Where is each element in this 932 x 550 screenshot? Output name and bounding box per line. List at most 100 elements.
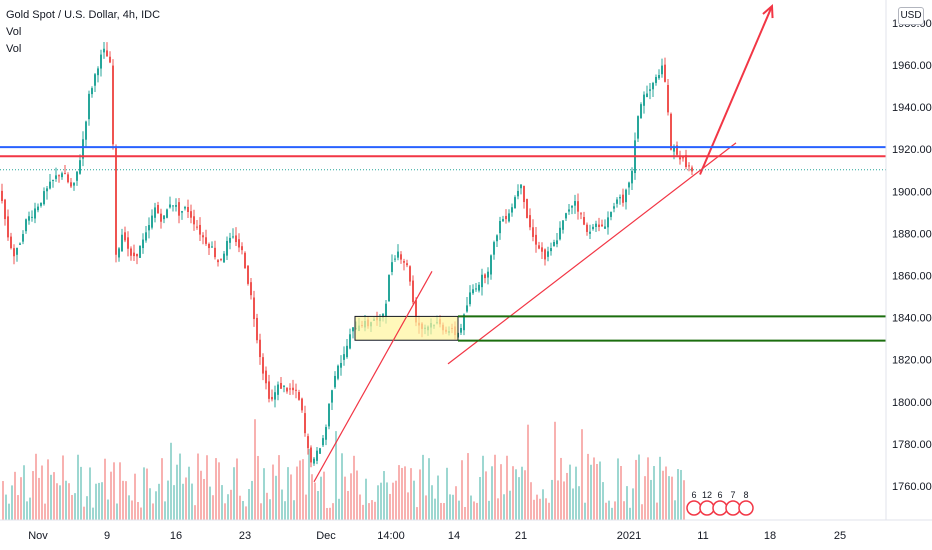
candle-body bbox=[619, 197, 621, 199]
economic-event-icon[interactable] bbox=[686, 500, 702, 516]
x-tick-label: 18 bbox=[764, 530, 776, 542]
volume-bar bbox=[557, 480, 559, 520]
economic-event-icon[interactable] bbox=[712, 500, 728, 516]
candle-body bbox=[13, 248, 15, 257]
volume-bar bbox=[524, 470, 526, 520]
indicator-vol-2[interactable]: Vol bbox=[6, 43, 22, 55]
volume-bar bbox=[143, 467, 145, 520]
candle-body bbox=[247, 265, 249, 284]
candle-body bbox=[688, 165, 690, 167]
volume-bar bbox=[683, 480, 685, 520]
volume-bar bbox=[539, 498, 541, 520]
x-tick-label: 11 bbox=[697, 530, 708, 542]
volume-bar bbox=[413, 480, 415, 520]
candle-body bbox=[610, 211, 612, 217]
volume-bar bbox=[56, 483, 58, 520]
candle-body bbox=[262, 357, 264, 374]
x-tick-label: 16 bbox=[170, 530, 182, 542]
volume-bar bbox=[113, 462, 115, 520]
candle-body bbox=[595, 223, 597, 227]
candle-body bbox=[124, 232, 126, 241]
trendline[interactable] bbox=[447, 142, 737, 365]
candle-body bbox=[70, 182, 72, 187]
volume-bar bbox=[134, 473, 136, 520]
candle-body bbox=[532, 227, 534, 237]
price-axis[interactable] bbox=[886, 0, 932, 550]
x-tick-label: 14:00 bbox=[377, 530, 405, 542]
volume-bar bbox=[236, 458, 238, 520]
volume-bar bbox=[227, 494, 229, 520]
economic-event-icon[interactable] bbox=[725, 500, 741, 516]
candle-body bbox=[235, 235, 237, 243]
event-count-label: 8 bbox=[743, 490, 748, 500]
candle-body bbox=[328, 403, 330, 427]
volume-bar bbox=[389, 493, 391, 520]
candle-body bbox=[616, 199, 618, 204]
volume-bar bbox=[287, 467, 289, 520]
volume-bar bbox=[8, 503, 10, 520]
candle-body bbox=[682, 157, 684, 159]
y-tick-label: 1820.00 bbox=[892, 355, 932, 367]
volume-bar bbox=[98, 482, 100, 520]
candle-body bbox=[118, 248, 120, 258]
economic-event-icon[interactable] bbox=[699, 500, 715, 516]
candle-body bbox=[316, 450, 318, 461]
candle-body bbox=[163, 215, 165, 220]
projection-arrow[interactable] bbox=[699, 5, 773, 175]
volume-bar bbox=[158, 483, 160, 520]
candle-body bbox=[676, 145, 678, 155]
candle-body bbox=[193, 216, 195, 225]
volume-bar bbox=[461, 460, 463, 520]
candle-body bbox=[223, 253, 225, 263]
candle-body bbox=[589, 231, 591, 234]
volume-bar bbox=[65, 480, 67, 520]
indicator-vol-1[interactable]: Vol bbox=[6, 26, 22, 38]
candle-body bbox=[310, 447, 312, 463]
volume-bar bbox=[596, 464, 598, 520]
volume-bar bbox=[356, 470, 358, 520]
volume-bar bbox=[119, 462, 121, 520]
candle-body bbox=[4, 199, 6, 220]
highlight-zone-rectangle[interactable] bbox=[354, 315, 459, 341]
volume-bar bbox=[11, 485, 13, 520]
candle-body bbox=[103, 48, 105, 53]
candle-body bbox=[157, 204, 159, 214]
volume-bar bbox=[95, 483, 97, 520]
candle-body bbox=[256, 317, 258, 341]
candle-body bbox=[199, 224, 201, 235]
y-tick-label: 1880.00 bbox=[892, 228, 932, 240]
candle-body bbox=[67, 174, 69, 183]
trendline[interactable] bbox=[313, 270, 433, 483]
candle-body bbox=[661, 65, 663, 75]
economic-event-icon[interactable] bbox=[738, 500, 754, 516]
volume-bar bbox=[416, 507, 418, 520]
candle-body bbox=[277, 384, 279, 395]
candle-body bbox=[472, 289, 474, 294]
volume-bar bbox=[668, 476, 670, 520]
candle-body bbox=[91, 88, 93, 95]
candle-body bbox=[574, 201, 576, 206]
volume-bar bbox=[671, 476, 673, 520]
volume-bar bbox=[260, 503, 262, 520]
volume-bar bbox=[473, 501, 475, 520]
volume-bar bbox=[347, 490, 349, 520]
candle-body bbox=[187, 206, 189, 212]
candle-body bbox=[583, 217, 585, 225]
candle-body bbox=[238, 239, 240, 248]
candle-body bbox=[37, 206, 39, 211]
y-tick-label: 1780.00 bbox=[892, 439, 932, 451]
volume-bar bbox=[221, 485, 223, 520]
volume-bar bbox=[50, 474, 52, 520]
volume-bar bbox=[494, 454, 496, 520]
volume-bar bbox=[23, 465, 25, 520]
volume-bar bbox=[566, 472, 568, 520]
candle-body bbox=[292, 387, 294, 391]
volume-bar bbox=[353, 455, 355, 520]
y-tick-label: 1920.00 bbox=[892, 144, 932, 156]
candle-body bbox=[46, 188, 48, 192]
candle-body bbox=[541, 247, 543, 252]
volume-bar bbox=[245, 506, 247, 520]
currency-button[interactable]: USD bbox=[898, 7, 924, 25]
